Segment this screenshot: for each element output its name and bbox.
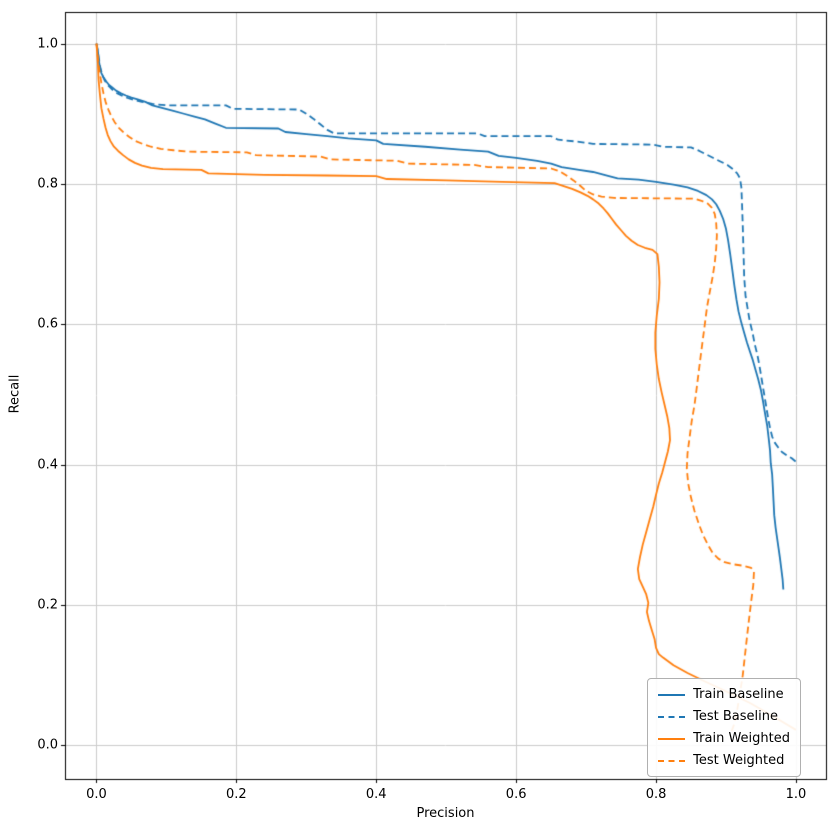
- legend-line-sample: [658, 759, 686, 762]
- legend-line-sample: [658, 693, 686, 696]
- x-tick-label: 0.8: [645, 787, 667, 802]
- legend-item: Train Baseline: [658, 686, 790, 703]
- y-tick-label: 0.0: [37, 737, 58, 753]
- legend-label: Train Baseline: [693, 687, 784, 702]
- legend-label: Test Weighted: [693, 753, 785, 768]
- legend: Train Baseline Test Baseline Train Weighte…: [647, 678, 801, 777]
- legend-label: Train Weighted: [693, 731, 790, 746]
- y-tick-label: 0.2: [37, 597, 58, 613]
- x-tick-label: 0.2: [226, 787, 247, 802]
- y-tick-label: 1.0: [37, 36, 58, 52]
- legend-item: Test Weighted: [658, 752, 790, 769]
- legend-line-sample: [658, 715, 686, 718]
- y-axis-label: Recall: [7, 375, 23, 414]
- x-tick-label: 1.0: [785, 787, 807, 802]
- legend-item: Train Weighted: [658, 730, 790, 747]
- legend-line-sample: [658, 737, 686, 740]
- x-tick-label: 0.0: [86, 787, 107, 802]
- x-tick-label: 0.6: [505, 787, 527, 802]
- x-tick-label: 0.4: [365, 787, 387, 802]
- y-tick-label: 0.6: [37, 316, 58, 332]
- x-axis-label: Precision: [416, 806, 475, 821]
- y-tick-label: 0.8: [37, 176, 58, 192]
- legend-label: Test Baseline: [693, 709, 778, 724]
- y-tick-label: 0.4: [37, 457, 58, 473]
- legend-item: Test Baseline: [658, 708, 790, 725]
